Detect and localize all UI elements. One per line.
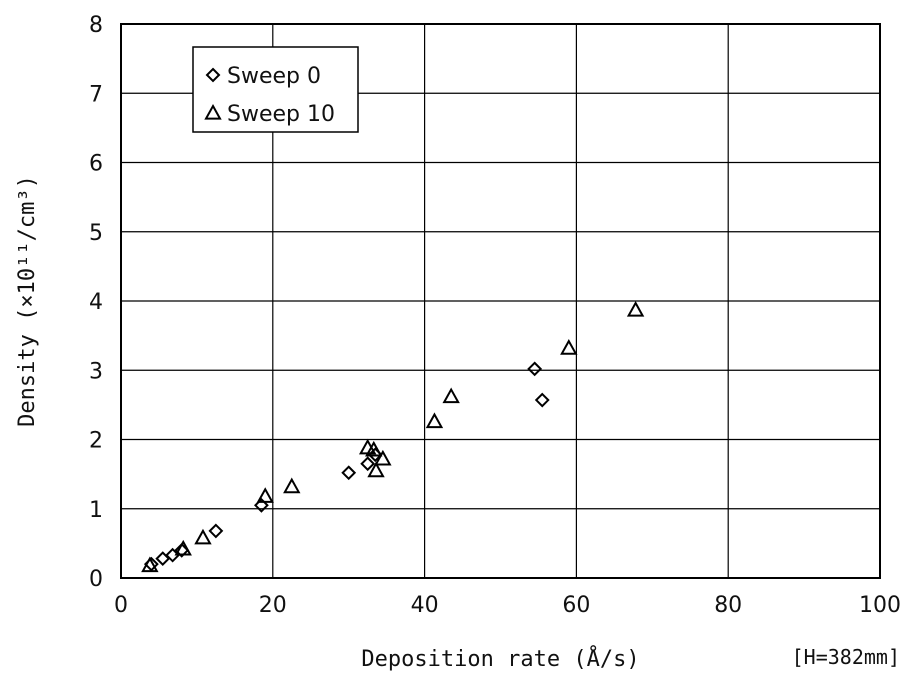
x-axis-title: Deposition rate (Å/s): [361, 645, 639, 672]
y-tick-label: 6: [89, 152, 103, 177]
x-tick-label: 20: [259, 593, 287, 618]
triangle-data-point: [374, 449, 392, 466]
plot-area: [120, 23, 881, 579]
x-tick-label: 60: [562, 593, 590, 618]
triangle-data-point: [365, 440, 383, 457]
x-tick-label: 100: [859, 593, 901, 618]
y-tick-label: 4: [89, 290, 103, 315]
height-note: [H=382mm]: [792, 645, 900, 669]
triangle-data-point: [425, 412, 444, 429]
x-tick-label: 0: [114, 593, 128, 618]
x-tick-label: 80: [714, 593, 742, 618]
triangle-data-point: [626, 300, 645, 317]
y-tick-label: 3: [89, 359, 103, 384]
triangle-icon: [204, 103, 222, 120]
data-points: [141, 300, 645, 573]
triangle-data-point: [560, 339, 578, 355]
diamond-data-point: [341, 465, 357, 481]
legend-label-sweep-0: Sweep 0: [227, 64, 321, 89]
diamond-data-point: [534, 392, 550, 408]
triangle-data-point: [358, 438, 377, 455]
y-tick-label: 2: [89, 429, 103, 454]
tick-labels: 0 20 40 60 80 100 0 1 2 3 4 5 6 7 8: [89, 13, 901, 618]
legend-label-sweep-10: Sweep 10: [227, 102, 335, 127]
y-tick-label: 7: [89, 82, 103, 107]
legend-triangle-icon: [204, 103, 222, 120]
legend-diamond-icon: [205, 67, 221, 83]
diamond-icon: [205, 67, 221, 83]
triangle-data-point: [174, 539, 192, 556]
legend: Sweep 0 Sweep 10: [192, 46, 359, 133]
triangle-data-point: [283, 477, 301, 494]
triangle-data-point: [256, 487, 274, 503]
triangle-data-point: [442, 387, 460, 404]
y-tick-label: 8: [89, 13, 103, 38]
y-tick-label: 5: [89, 221, 103, 246]
y-axis-title: Density (×10¹¹/cm³): [15, 175, 40, 427]
triangle-data-point: [141, 556, 159, 573]
diamond-data-point: [527, 361, 543, 377]
triangle-data-point: [367, 461, 385, 478]
y-tick-label: 0: [89, 567, 103, 592]
y-tick-label: 1: [89, 498, 103, 523]
diamond-data-point: [254, 497, 269, 513]
x-tick-label: 40: [411, 593, 439, 618]
diamond-data-point: [208, 523, 224, 539]
diamond-data-point: [360, 456, 376, 472]
triangle-data-point: [194, 528, 212, 545]
